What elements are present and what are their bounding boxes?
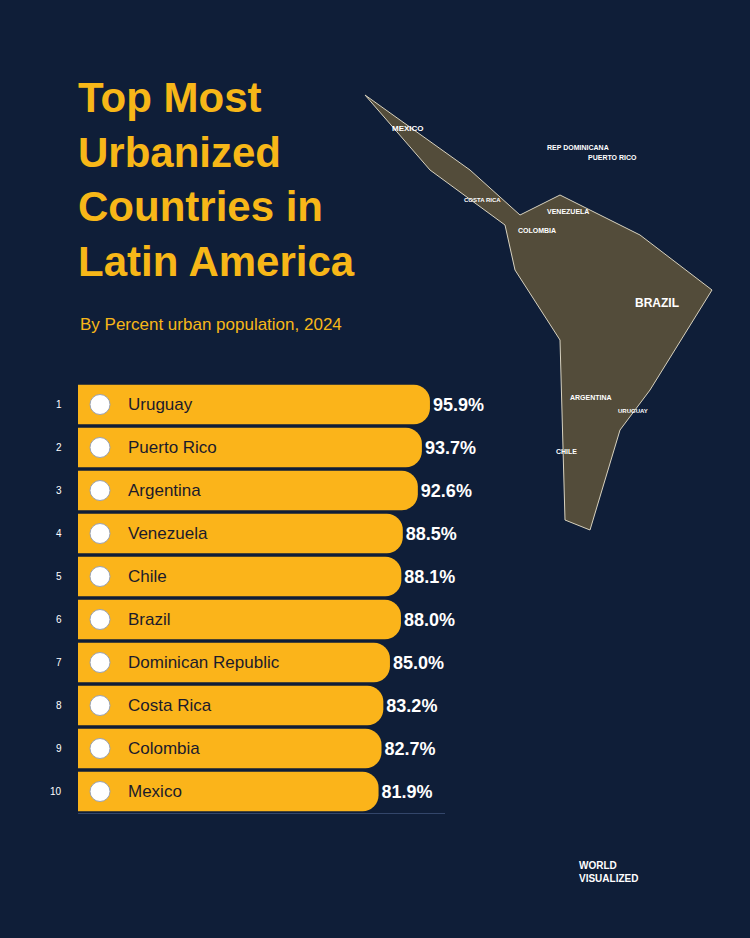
svg-text:URUGUAY: URUGUAY [618, 408, 648, 414]
svg-text:Brazil: Brazil [128, 610, 171, 629]
svg-text:10: 10 [50, 786, 62, 797]
svg-text:VENEZUELA: VENEZUELA [547, 208, 589, 215]
svg-text:ARGENTINA: ARGENTINA [570, 394, 612, 401]
svg-text:Argentina: Argentina [128, 481, 201, 500]
svg-text:5: 5 [56, 571, 62, 582]
svg-text:Chile: Chile [128, 567, 167, 586]
svg-text:Uruguay: Uruguay [128, 395, 193, 414]
svg-text:8: 8 [56, 700, 62, 711]
svg-text:MEXICO: MEXICO [392, 124, 424, 133]
svg-text:Colombia: Colombia [128, 739, 200, 758]
svg-text:7: 7 [56, 657, 62, 668]
svg-text:COLOMBIA: COLOMBIA [518, 227, 556, 234]
svg-text:81.9%: 81.9% [382, 782, 433, 802]
svg-text:88.0%: 88.0% [404, 610, 455, 630]
svg-text:Top MostUrbanizedCountries inL: Top MostUrbanizedCountries inLatin Ameri… [78, 74, 355, 285]
svg-text:Mexico: Mexico [128, 782, 182, 801]
svg-text:WORLDVISUALIZED: WORLDVISUALIZED [579, 860, 638, 884]
svg-text:REP DOMINICANA: REP DOMINICANA [547, 144, 609, 151]
svg-text:95.9%: 95.9% [433, 395, 484, 415]
svg-text:92.6%: 92.6% [421, 481, 472, 501]
svg-text:82.7%: 82.7% [385, 739, 436, 759]
svg-text:Costa Rica: Costa Rica [128, 696, 212, 715]
svg-text:PUERTO RICO: PUERTO RICO [588, 154, 637, 161]
svg-text:4: 4 [56, 528, 62, 539]
svg-text:93.7%: 93.7% [425, 438, 476, 458]
svg-text:Puerto Rico: Puerto Rico [128, 438, 217, 457]
svg-text:88.5%: 88.5% [406, 524, 457, 544]
svg-text:9: 9 [56, 743, 62, 754]
svg-text:85.0%: 85.0% [393, 653, 444, 673]
svg-text:COSTA RICA: COSTA RICA [464, 197, 501, 203]
svg-text:By Percent urban population, 2: By Percent urban population, 2024 [80, 315, 342, 334]
svg-text:Venezuela: Venezuela [128, 524, 208, 543]
svg-text:BRAZIL: BRAZIL [635, 296, 679, 310]
svg-text:2: 2 [56, 442, 62, 453]
svg-text:Dominican Republic: Dominican Republic [128, 653, 280, 672]
svg-text:CHILE: CHILE [556, 448, 577, 455]
svg-text:1: 1 [56, 399, 62, 410]
svg-text:3: 3 [56, 485, 62, 496]
svg-text:88.1%: 88.1% [404, 567, 455, 587]
svg-text:6: 6 [56, 614, 62, 625]
svg-text:83.2%: 83.2% [386, 696, 437, 716]
